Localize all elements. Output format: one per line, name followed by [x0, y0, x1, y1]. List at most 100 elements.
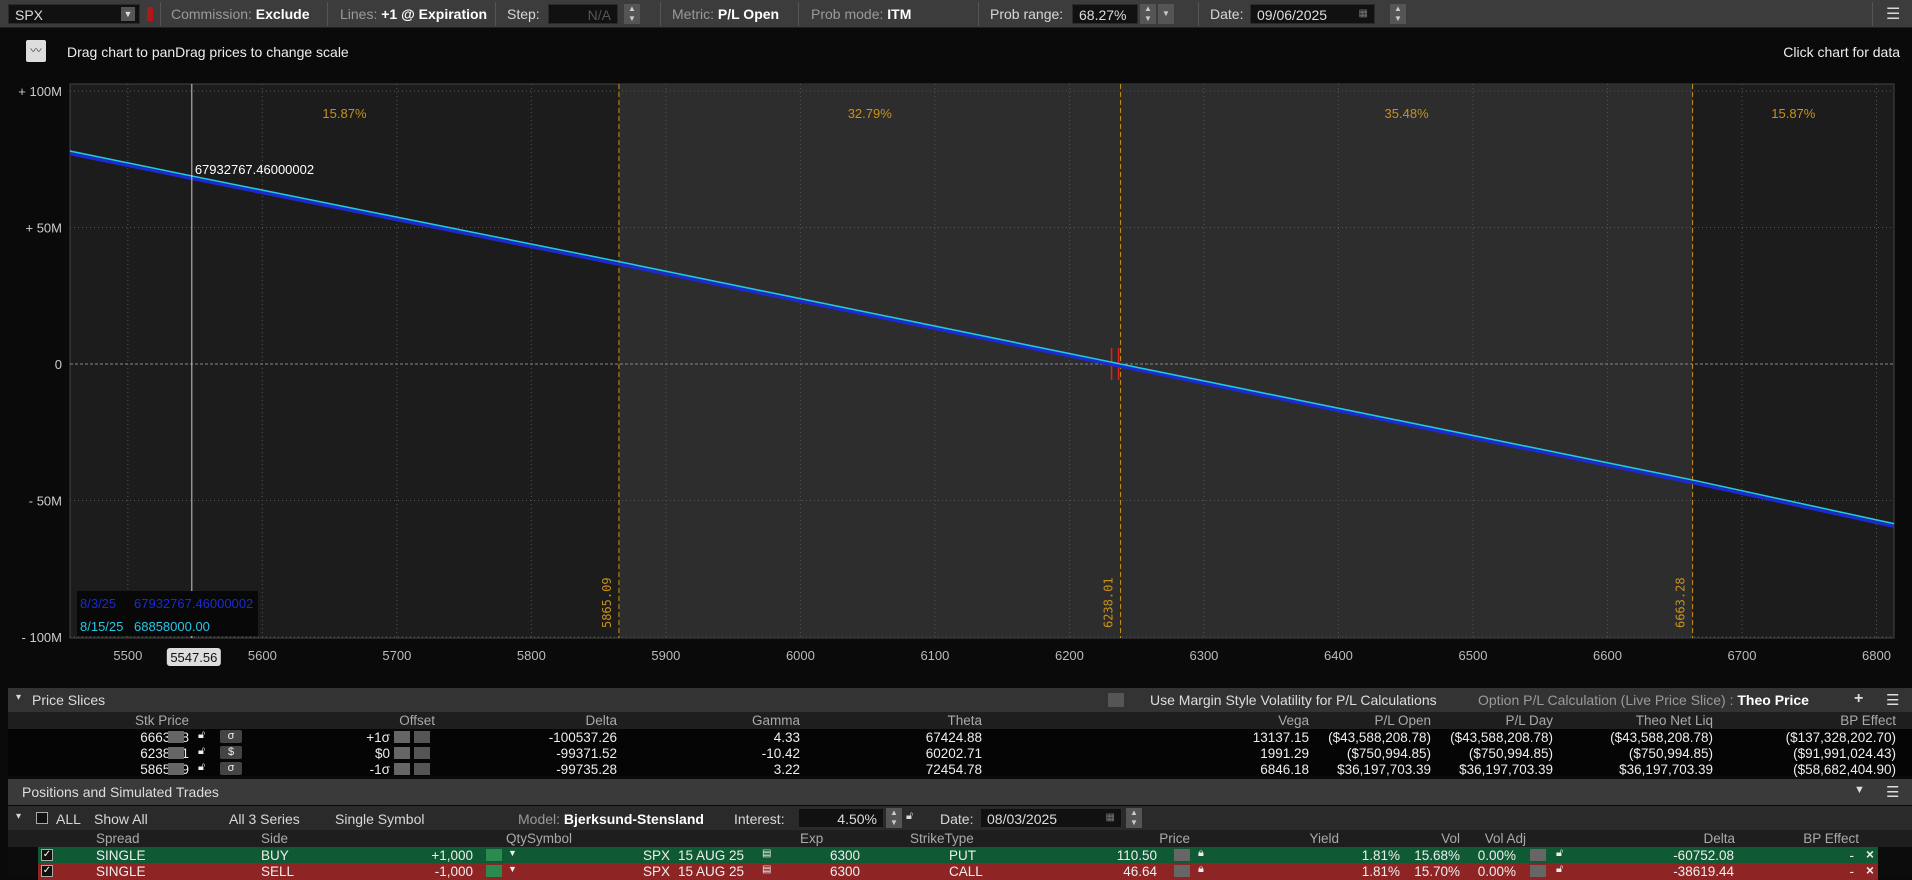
- price-stepper[interactable]: [1174, 849, 1190, 861]
- column-header: P/L Open: [1374, 713, 1431, 728]
- option-chain-icon[interactable]: ▤: [762, 848, 772, 859]
- remove-icon[interactable]: ×: [1866, 863, 1874, 878]
- link-indicator-icon[interactable]: [147, 7, 153, 21]
- commission-dropdown[interactable]: Commission: Exclude: [171, 6, 310, 22]
- voladj-stepper[interactable]: [1530, 849, 1546, 861]
- offset-stepper[interactable]: [394, 731, 410, 743]
- cell-offset: $0: [374, 746, 390, 761]
- show-all-dropdown[interactable]: Show All: [94, 811, 148, 827]
- chevron-down-icon[interactable]: ▼: [508, 864, 517, 874]
- symbol-select[interactable]: SPX ▼: [8, 4, 140, 24]
- menu-icon[interactable]: ☰: [1886, 784, 1900, 801]
- qty-stepper[interactable]: [486, 865, 502, 877]
- toolbar: SPX ▼ Commission: Exclude Lines: +1 @ Exp…: [0, 0, 1912, 28]
- pl-chart[interactable]: 5500 5600 5700 5800 5900 6000 6100 6200 6300 6400…: [0, 28, 1912, 688]
- chevron-down-icon[interactable]: ▼: [1158, 4, 1174, 24]
- cell-pl-day: $36,197,703.39: [1459, 762, 1553, 777]
- x-tick-label: 5700: [382, 648, 411, 663]
- interest-stepper[interactable]: ▲ ▼: [886, 808, 902, 828]
- row-checkbox[interactable]: ✓: [41, 865, 53, 877]
- date-label: Date:: [1210, 6, 1244, 22]
- offset-dropdown[interactable]: [414, 763, 430, 775]
- cell-qty[interactable]: -1,000: [434, 864, 473, 879]
- crosshair-x-label: 5547.56: [170, 650, 217, 665]
- price-stepper[interactable]: [1174, 865, 1190, 877]
- voladj-stepper[interactable]: [1530, 865, 1546, 877]
- remove-icon[interactable]: ×: [1866, 847, 1874, 862]
- position-row[interactable]: SINGLE BUY +1,000 SPX 15 AUG 25 6300 PUT 110.50…: [38, 847, 1878, 864]
- cell-voladj[interactable]: 0.00%: [1477, 848, 1516, 863]
- date-input[interactable]: 08/03/2025 ▦: [980, 808, 1122, 828]
- menu-icon[interactable]: ☰: [1886, 692, 1900, 709]
- option-pl-value: Theo Price: [1737, 692, 1809, 708]
- offset-dropdown[interactable]: [414, 747, 430, 759]
- price-slices-title: Price Slices: [32, 692, 106, 708]
- calendar-icon[interactable]: ▦: [1105, 812, 1115, 823]
- model-dropdown[interactable]: Model: Bjerksund-Stensland: [518, 811, 704, 827]
- chart-settings-icon[interactable]: 〰: [26, 40, 46, 62]
- metric-dropdown[interactable]: Metric: P/L Open: [672, 6, 779, 22]
- slice-type-tag[interactable]: σ: [220, 730, 242, 743]
- chevron-down-icon[interactable]: ▼: [508, 848, 517, 858]
- collapse-icon[interactable]: ▾: [16, 811, 22, 822]
- chevron-down-icon[interactable]: ▼: [121, 7, 135, 21]
- y-tick-label: + 100M: [18, 84, 62, 99]
- cell-price[interactable]: 110.50: [1116, 848, 1157, 863]
- price-stepper[interactable]: [168, 731, 184, 743]
- cell-voladj[interactable]: 0.00%: [1477, 864, 1516, 879]
- position-row[interactable]: SINGLE SELL -1,000 SPX 15 AUG 25 6300 CALL 46.6…: [38, 863, 1878, 880]
- collapse-icon[interactable]: ▼: [1854, 784, 1865, 796]
- model-label: Model:: [518, 811, 561, 827]
- option-chain-icon[interactable]: ▤: [762, 864, 772, 875]
- column-header-exp: Exp: [800, 831, 824, 846]
- positions-header: Positions and Simulated Trades ▼ ☰: [8, 779, 1912, 805]
- cell-price[interactable]: 46.64: [1123, 864, 1157, 879]
- margin-vol-label: Use Margin Style Volatility for P/L Calc…: [1150, 692, 1437, 708]
- cell-vega: 6846.18: [1260, 762, 1309, 777]
- metric-label: Metric:: [672, 6, 714, 22]
- lines-value: +1 @ Expiration: [381, 6, 488, 22]
- calendar-icon[interactable]: ▦: [1358, 8, 1368, 19]
- option-pl-dropdown[interactable]: Option P/L Calculation (Live Price Slice…: [1478, 692, 1809, 708]
- offset-stepper[interactable]: [394, 763, 410, 775]
- cell-qty[interactable]: +1,000: [431, 848, 473, 863]
- margin-vol-checkbox[interactable]: [1108, 693, 1124, 707]
- interest-input[interactable]: 4.50%: [798, 808, 884, 828]
- date-input[interactable]: 09/06/2025 ▦: [1250, 4, 1375, 24]
- add-icon[interactable]: +: [1854, 690, 1864, 707]
- collapse-icon[interactable]: ▾: [16, 692, 22, 703]
- lock-icon[interactable]: 🔓︎: [906, 810, 914, 822]
- prob-range-stepper[interactable]: ▲ ▼: [1140, 4, 1156, 24]
- cell-side[interactable]: BUY: [261, 848, 289, 863]
- date-stepper[interactable]: ▲ ▼: [1390, 4, 1406, 24]
- prob-mode-dropdown[interactable]: Prob mode: ITM: [811, 6, 911, 22]
- cell-bp: ($137,328,202.70): [1785, 730, 1896, 745]
- offset-stepper[interactable]: [394, 747, 410, 759]
- select-all-checkbox[interactable]: [36, 812, 48, 824]
- series-dropdown[interactable]: All 3 Series: [229, 811, 300, 827]
- qty-stepper[interactable]: [486, 849, 502, 861]
- symbol-mode-dropdown[interactable]: Single Symbol: [335, 811, 425, 827]
- cell-side[interactable]: SELL: [261, 864, 295, 879]
- step-stepper[interactable]: ▲ ▼: [624, 4, 640, 24]
- step-input[interactable]: N/A: [548, 4, 618, 24]
- cell-strike: 6300: [830, 848, 861, 863]
- row-checkbox[interactable]: ✓: [41, 849, 53, 861]
- offset-dropdown[interactable]: [414, 731, 430, 743]
- x-tick-label: 5800: [517, 648, 546, 663]
- slice-type-tag[interactable]: σ: [220, 762, 242, 775]
- date-stepper[interactable]: ▲ ▼: [1126, 808, 1142, 828]
- cell-gamma: -10.42: [761, 746, 800, 761]
- price-stepper[interactable]: [168, 763, 184, 775]
- cell-symbol: SPX: [642, 864, 670, 879]
- prob-range-input[interactable]: 68.27%: [1072, 4, 1138, 24]
- lock-icon: 🔓︎: [1556, 863, 1564, 875]
- menu-icon[interactable]: ☰: [1886, 6, 1901, 23]
- lines-dropdown[interactable]: Lines: +1 @ Expiration: [340, 6, 487, 22]
- lock-icon: 🔓︎: [1556, 847, 1564, 859]
- commission-value: Exclude: [255, 6, 310, 22]
- price-stepper[interactable]: [168, 747, 184, 759]
- slice-type-tag[interactable]: $: [220, 746, 242, 759]
- cell-type: CALL: [949, 864, 983, 879]
- column-header: Theta: [947, 713, 982, 728]
